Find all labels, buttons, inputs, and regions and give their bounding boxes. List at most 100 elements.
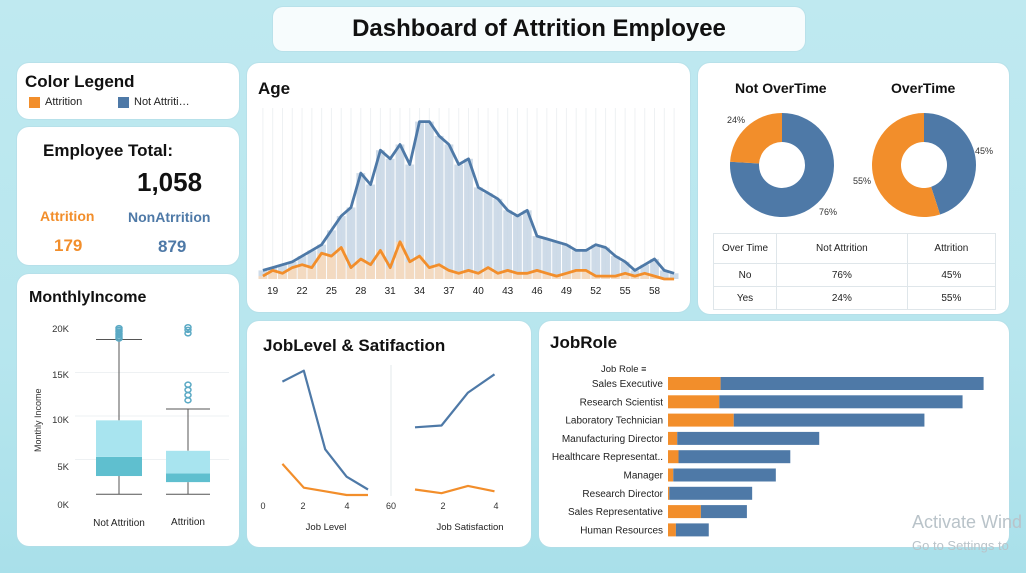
age-bar-attrition: [532, 270, 542, 279]
table-cell: No: [713, 263, 777, 287]
dashboard-title: Dashboard of Attrition Employee: [352, 15, 726, 42]
age-bar-not-attrition: [620, 261, 630, 279]
jobrole-header[interactable]: Job Role ≡: [601, 364, 646, 375]
age-x-tick: 43: [502, 286, 514, 297]
legend-attrition[interactable]: Attrition: [29, 96, 82, 108]
jl-tick: 2: [300, 501, 305, 511]
joblevel-chart[interactable]: 0 2 4 60 2 4 Job Level Job Satisfaction: [247, 321, 531, 547]
income-outlier: [184, 391, 192, 399]
age-bar-attrition: [591, 276, 601, 279]
age-bar-attrition: [610, 276, 620, 279]
legend-not-attrition[interactable]: Not Attriti…: [118, 96, 190, 108]
income-outlier: [184, 386, 192, 394]
jobrole-bar-attrition: [668, 486, 670, 500]
x-label-not-attrition: Not Attrition: [93, 518, 145, 529]
legend-not-attrition-label: Not Attriti…: [134, 96, 190, 108]
jobrole-bar-attrition: [668, 523, 676, 537]
age-line-attrition: [262, 240, 675, 281]
age-bar-attrition: [542, 273, 552, 279]
age-bar-not-attrition: [434, 135, 444, 279]
overtime-title: OverTime: [891, 80, 956, 96]
jobrole-bar-not-attrition: [719, 395, 963, 409]
age-bar-attrition: [327, 256, 336, 279]
age-bar-not-attrition: [356, 173, 366, 279]
jobrole-bar-attrition: [668, 505, 701, 519]
age-bar-attrition: [562, 273, 571, 279]
overtime-pies[interactable]: 24% 76% 55% 45%: [698, 63, 1009, 233]
jl-tick: 0: [260, 501, 265, 511]
income-outlier: [184, 326, 192, 334]
monthly-income-title: MonthlyIncome: [29, 289, 147, 306]
table-header: Over Time: [713, 233, 777, 264]
age-bar-not-attrition: [395, 144, 405, 279]
age-x-tick: 34: [414, 286, 426, 297]
age-x-tick: 52: [590, 286, 602, 297]
jobrole-bar-attrition: [668, 413, 734, 427]
employee-total-value: 1,058: [137, 167, 203, 197]
age-bar-attrition: [464, 270, 473, 279]
age-bar-not-attrition: [454, 164, 464, 279]
age-bar-not-attrition: [591, 244, 601, 279]
non-attrition-label: NonAtrrition: [128, 209, 211, 225]
age-bar-not-attrition: [601, 247, 610, 279]
age-bar-not-attrition: [375, 150, 385, 279]
age-bar-attrition: [307, 267, 317, 279]
jobrole-label: Healthcare Representat..: [552, 452, 663, 463]
jobrole-label: Research Director: [582, 489, 663, 500]
income-outlier: [184, 330, 192, 337]
js-tick: 2: [440, 501, 445, 511]
age-bar-attrition: [366, 264, 375, 279]
activate-windows-watermark: Activate Wind: [912, 512, 1023, 532]
jobrole-label: Laboratory Technician: [565, 416, 663, 427]
dashboard-title-card: Dashboard of Attrition Employee: [273, 7, 805, 51]
table-header: Not Attrition: [776, 233, 908, 264]
jobrole-bar-attrition: [668, 431, 678, 445]
age-bar-attrition: [444, 270, 454, 279]
not-overtime-pie-slice-attrition: [730, 113, 782, 164]
jobrole-card: JobRole Job Role ≡ Sales Executive Resear…: [539, 321, 1009, 547]
jobrole-bar-not-attrition: [675, 523, 709, 537]
table-header: Attrition: [906, 233, 997, 264]
attrition-value: 179: [54, 236, 83, 255]
age-bar-attrition: [346, 267, 356, 279]
age-bar-not-attrition: [385, 158, 395, 279]
activate-windows-subtext: Go to Settings to: [912, 538, 1009, 553]
table-cell: 55%: [906, 286, 997, 310]
age-bar-not-attrition: [346, 207, 356, 279]
monthly-income-chart[interactable]: Monthly Income 20K 15K 10K 5K 0K Not Att…: [17, 274, 239, 546]
age-bar-attrition: [473, 273, 483, 279]
job-level-line-attrition: [281, 463, 368, 497]
income-box-upper: [96, 420, 142, 457]
age-bar-attrition: [552, 276, 562, 279]
age-bar-not-attrition: [650, 258, 659, 279]
jobrole-bar-attrition: [668, 450, 679, 464]
jobrole-bar-not-attrition: [700, 505, 747, 519]
age-bar-attrition: [317, 253, 327, 279]
jl-tick: 4: [344, 501, 349, 511]
pie2-label-not-attrition: 45%: [975, 146, 993, 156]
jobrole-chart[interactable]: Sales Executive Research Scientist Laborat…: [539, 321, 1009, 547]
sort-icon[interactable]: ≡: [641, 364, 647, 374]
attrition-swatch: [29, 96, 40, 108]
age-bar-not-attrition: [366, 184, 375, 279]
jobrole-label: Human Resources: [580, 525, 663, 536]
monthly-income-card: MonthlyIncome Monthly Income 20K 15K 10K…: [17, 274, 239, 546]
jl-tick: 60: [386, 501, 396, 511]
age-bar-not-attrition: [415, 121, 424, 279]
employee-total-card: Employee Total: 1,058 Attrition NonAtrri…: [17, 127, 239, 265]
age-bar-not-attrition: [581, 250, 591, 279]
age-bar-attrition: [640, 273, 650, 279]
not-attrition-swatch: [118, 96, 129, 108]
age-bar-attrition: [630, 276, 640, 279]
x-label-attrition: Attrition: [171, 517, 205, 528]
overtime-table: Over Time Not Attrition Attrition No 76%…: [713, 233, 997, 310]
age-chart[interactable]: 19 22 25 28 31 34 37 40 43 46 49 52 55 58: [247, 63, 690, 312]
jobrole-label: Manufacturing Director: [562, 434, 664, 445]
age-bar-attrition: [581, 270, 591, 279]
age-bar-attrition: [434, 264, 444, 279]
age-bar-attrition: [395, 241, 405, 279]
age-bar-attrition: [650, 276, 659, 279]
jobrole-label: Sales Executive: [592, 379, 664, 390]
income-outlier: [184, 381, 192, 388]
age-bar-attrition: [454, 273, 464, 279]
